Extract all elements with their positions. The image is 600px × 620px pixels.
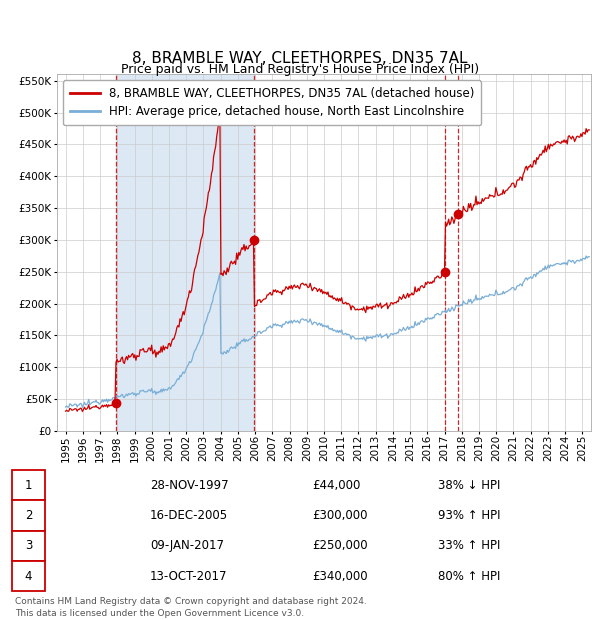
Text: 4: 4 bbox=[25, 570, 32, 583]
Bar bbox=[116, 74, 254, 431]
Text: Price paid vs. HM Land Registry's House Price Index (HPI): Price paid vs. HM Land Registry's House … bbox=[121, 63, 479, 76]
Text: £44,000: £44,000 bbox=[312, 479, 361, 492]
Text: 1: 1 bbox=[113, 85, 119, 95]
Text: 2: 2 bbox=[25, 509, 32, 522]
Text: £340,000: £340,000 bbox=[312, 570, 368, 583]
Text: 93% ↑ HPI: 93% ↑ HPI bbox=[438, 509, 500, 522]
Text: £250,000: £250,000 bbox=[312, 539, 368, 552]
Text: 16-DEC-2005: 16-DEC-2005 bbox=[150, 509, 228, 522]
Text: 4: 4 bbox=[455, 85, 461, 95]
Text: 3: 3 bbox=[442, 85, 448, 95]
Text: 3: 3 bbox=[25, 539, 32, 552]
Text: £300,000: £300,000 bbox=[312, 509, 367, 522]
Text: 1: 1 bbox=[25, 479, 32, 492]
Text: 28-NOV-1997: 28-NOV-1997 bbox=[150, 479, 229, 492]
Legend: 8, BRAMBLE WAY, CLEETHORPES, DN35 7AL (detached house), HPI: Average price, deta: 8, BRAMBLE WAY, CLEETHORPES, DN35 7AL (d… bbox=[63, 81, 481, 125]
Text: 33% ↑ HPI: 33% ↑ HPI bbox=[438, 539, 500, 552]
Text: Contains HM Land Registry data © Crown copyright and database right 2024.
This d: Contains HM Land Registry data © Crown c… bbox=[15, 596, 367, 618]
Text: 2: 2 bbox=[251, 85, 257, 95]
Text: 8, BRAMBLE WAY, CLEETHORPES, DN35 7AL: 8, BRAMBLE WAY, CLEETHORPES, DN35 7AL bbox=[132, 51, 468, 66]
Text: 09-JAN-2017: 09-JAN-2017 bbox=[150, 539, 224, 552]
Text: 38% ↓ HPI: 38% ↓ HPI bbox=[438, 479, 500, 492]
Text: 13-OCT-2017: 13-OCT-2017 bbox=[150, 570, 227, 583]
Text: 80% ↑ HPI: 80% ↑ HPI bbox=[438, 570, 500, 583]
